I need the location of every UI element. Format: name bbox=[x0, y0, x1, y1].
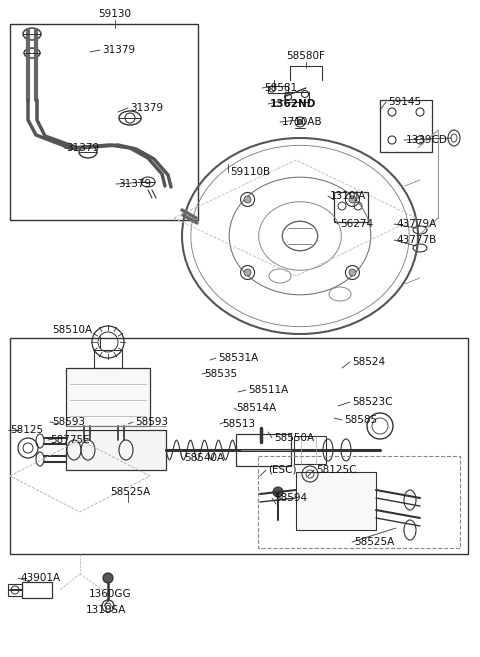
Text: 58594: 58594 bbox=[274, 493, 307, 503]
Text: 59145: 59145 bbox=[388, 97, 421, 107]
Text: 1310SA: 1310SA bbox=[86, 605, 126, 615]
Text: 43779A: 43779A bbox=[396, 219, 436, 229]
Text: 58511A: 58511A bbox=[248, 385, 288, 395]
Text: 58580F: 58580F bbox=[287, 51, 325, 61]
Bar bbox=[10, 338, 468, 554]
Text: 58593: 58593 bbox=[52, 417, 85, 427]
Text: 58513: 58513 bbox=[222, 419, 255, 429]
Text: 58775E: 58775E bbox=[50, 435, 90, 445]
Bar bbox=[8, 584, 22, 596]
Text: 1710AB: 1710AB bbox=[282, 117, 323, 127]
Bar bbox=[258, 456, 460, 548]
Bar bbox=[285, 92, 309, 102]
Text: 31379: 31379 bbox=[102, 45, 135, 55]
Text: 1339CD: 1339CD bbox=[406, 135, 448, 145]
Text: 58531A: 58531A bbox=[218, 353, 258, 363]
Circle shape bbox=[244, 269, 251, 276]
Text: 1362ND: 1362ND bbox=[270, 99, 316, 109]
Text: 58525A: 58525A bbox=[354, 537, 394, 547]
Bar bbox=[94, 350, 122, 368]
Text: 1310JA: 1310JA bbox=[330, 191, 366, 201]
Text: 58523C: 58523C bbox=[352, 397, 393, 407]
Text: 31379: 31379 bbox=[66, 143, 99, 153]
Text: 56274: 56274 bbox=[340, 219, 373, 229]
Text: 58581: 58581 bbox=[264, 83, 297, 93]
Text: 58510A: 58510A bbox=[52, 325, 92, 335]
Bar bbox=[334, 192, 368, 222]
Circle shape bbox=[273, 487, 283, 497]
Text: 43777B: 43777B bbox=[396, 235, 436, 245]
Text: 58540A: 58540A bbox=[184, 453, 224, 463]
Bar bbox=[268, 86, 288, 93]
Text: 43901A: 43901A bbox=[20, 573, 60, 583]
Text: 1360GG: 1360GG bbox=[89, 589, 132, 599]
Circle shape bbox=[349, 269, 356, 276]
Circle shape bbox=[349, 196, 356, 203]
Text: 58585: 58585 bbox=[344, 415, 377, 425]
Circle shape bbox=[244, 196, 251, 203]
Text: (ESC): (ESC) bbox=[268, 465, 297, 475]
Text: 31379: 31379 bbox=[130, 103, 163, 113]
Text: 31379: 31379 bbox=[118, 179, 151, 189]
Bar bbox=[380, 100, 432, 152]
Bar bbox=[22, 582, 52, 598]
Text: 58550A: 58550A bbox=[274, 433, 314, 443]
Bar bbox=[66, 430, 166, 470]
Bar bbox=[10, 24, 198, 220]
Bar bbox=[296, 472, 376, 530]
Text: 59110B: 59110B bbox=[230, 167, 270, 177]
Circle shape bbox=[103, 573, 113, 583]
Text: 59130: 59130 bbox=[98, 9, 132, 19]
Bar bbox=[236, 434, 291, 466]
Circle shape bbox=[298, 120, 302, 124]
Text: 58525A: 58525A bbox=[110, 487, 150, 497]
Text: 58514A: 58514A bbox=[236, 403, 276, 413]
Text: 58593: 58593 bbox=[135, 417, 168, 427]
Text: 58535: 58535 bbox=[204, 369, 237, 379]
Text: 58125C: 58125C bbox=[316, 465, 357, 475]
Text: 58524: 58524 bbox=[352, 357, 385, 367]
Bar bbox=[66, 368, 150, 426]
Bar bbox=[294, 436, 326, 464]
Text: 58125: 58125 bbox=[10, 425, 43, 435]
